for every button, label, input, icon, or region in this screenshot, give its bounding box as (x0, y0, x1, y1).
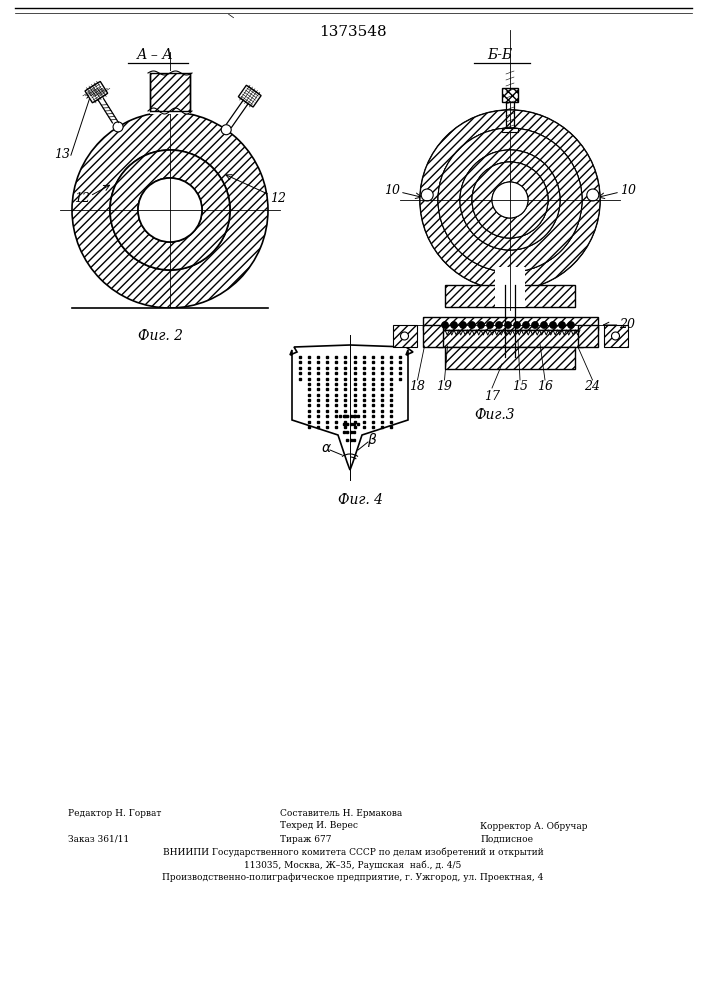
Circle shape (549, 322, 556, 328)
Text: Подписное: Подписное (480, 834, 533, 844)
Circle shape (522, 322, 530, 328)
Text: Составитель Н. Ермакова: Составитель Н. Ермакова (280, 808, 402, 818)
Text: $\alpha$: $\alpha$ (320, 441, 332, 455)
Circle shape (460, 322, 467, 328)
Text: 13: 13 (54, 148, 70, 161)
Text: Редактор Н. Горват: Редактор Н. Горват (68, 808, 161, 818)
Text: Техред И. Верес: Техред И. Верес (280, 822, 358, 830)
Wedge shape (472, 162, 548, 238)
Circle shape (513, 322, 520, 328)
Text: 24: 24 (585, 380, 600, 393)
Circle shape (138, 178, 202, 242)
Bar (578, 325, 597, 347)
Text: 18: 18 (409, 380, 426, 393)
Circle shape (113, 122, 123, 132)
Circle shape (400, 332, 409, 340)
Circle shape (460, 150, 560, 250)
Bar (445, 347, 575, 369)
Wedge shape (110, 150, 230, 270)
Text: 10: 10 (384, 184, 400, 196)
Bar (423, 325, 443, 347)
Bar (67, 308, 273, 323)
Text: 12: 12 (74, 192, 90, 205)
Text: 10: 10 (620, 184, 636, 196)
Bar (150, 71, 190, 114)
Text: Производственно-полиграфическое предприятие, г. Ужгород, ул. Проектная, 4: Производственно-полиграфическое предприя… (163, 874, 544, 882)
Circle shape (421, 189, 433, 201)
Circle shape (441, 322, 448, 328)
Bar (438, 330, 583, 347)
Circle shape (587, 189, 599, 201)
Text: ВНИИПИ Государственного комитета СССР по делам изобретений и открытий: ВНИИПИ Государственного комитета СССР по… (163, 847, 544, 857)
Circle shape (469, 322, 476, 328)
Circle shape (540, 322, 547, 328)
Wedge shape (438, 128, 582, 272)
Bar (150, 73, 190, 111)
Text: Корректор А. Обручар: Корректор А. Обручар (480, 821, 588, 831)
Text: $\beta$: $\beta$ (367, 431, 378, 449)
Text: 17: 17 (484, 390, 500, 403)
Text: 20: 20 (619, 318, 636, 332)
Bar (423, 317, 597, 330)
Circle shape (568, 322, 575, 328)
Text: 1373548: 1373548 (319, 25, 387, 39)
Circle shape (559, 322, 566, 328)
Circle shape (532, 322, 539, 328)
Circle shape (486, 322, 493, 328)
Circle shape (420, 110, 600, 290)
Text: Заказ 361/11: Заказ 361/11 (68, 834, 129, 844)
Bar (604, 325, 628, 347)
Wedge shape (420, 110, 600, 290)
Text: Фиг. 2: Фиг. 2 (137, 329, 182, 343)
Circle shape (496, 322, 503, 328)
Circle shape (612, 332, 619, 340)
Bar (392, 325, 416, 347)
Text: Фиг.3: Фиг.3 (474, 408, 515, 422)
Circle shape (477, 322, 484, 328)
Text: Б-Б: Б-Б (487, 48, 513, 62)
Wedge shape (72, 112, 268, 308)
Wedge shape (460, 150, 560, 250)
FancyBboxPatch shape (85, 81, 107, 103)
Text: Тираж 677: Тираж 677 (280, 834, 332, 844)
Text: 16: 16 (537, 380, 553, 393)
Text: 15: 15 (512, 380, 528, 393)
Text: 12: 12 (270, 192, 286, 205)
Bar (495, 267, 525, 307)
Circle shape (438, 128, 582, 272)
Text: Фиг. 4: Фиг. 4 (337, 493, 382, 507)
Text: 19: 19 (436, 380, 452, 393)
Circle shape (505, 322, 511, 328)
Circle shape (450, 322, 457, 328)
Text: А – А: А – А (136, 48, 173, 62)
Text: 113035, Москва, Ж–35, Раушская  наб., д. 4/5: 113035, Москва, Ж–35, Раушская наб., д. … (245, 860, 462, 870)
Circle shape (221, 125, 231, 135)
Circle shape (472, 162, 548, 238)
Bar (502, 88, 518, 102)
Circle shape (492, 182, 528, 218)
Polygon shape (290, 345, 413, 470)
FancyBboxPatch shape (238, 85, 261, 107)
Bar (502, 128, 518, 132)
Bar (445, 285, 575, 307)
